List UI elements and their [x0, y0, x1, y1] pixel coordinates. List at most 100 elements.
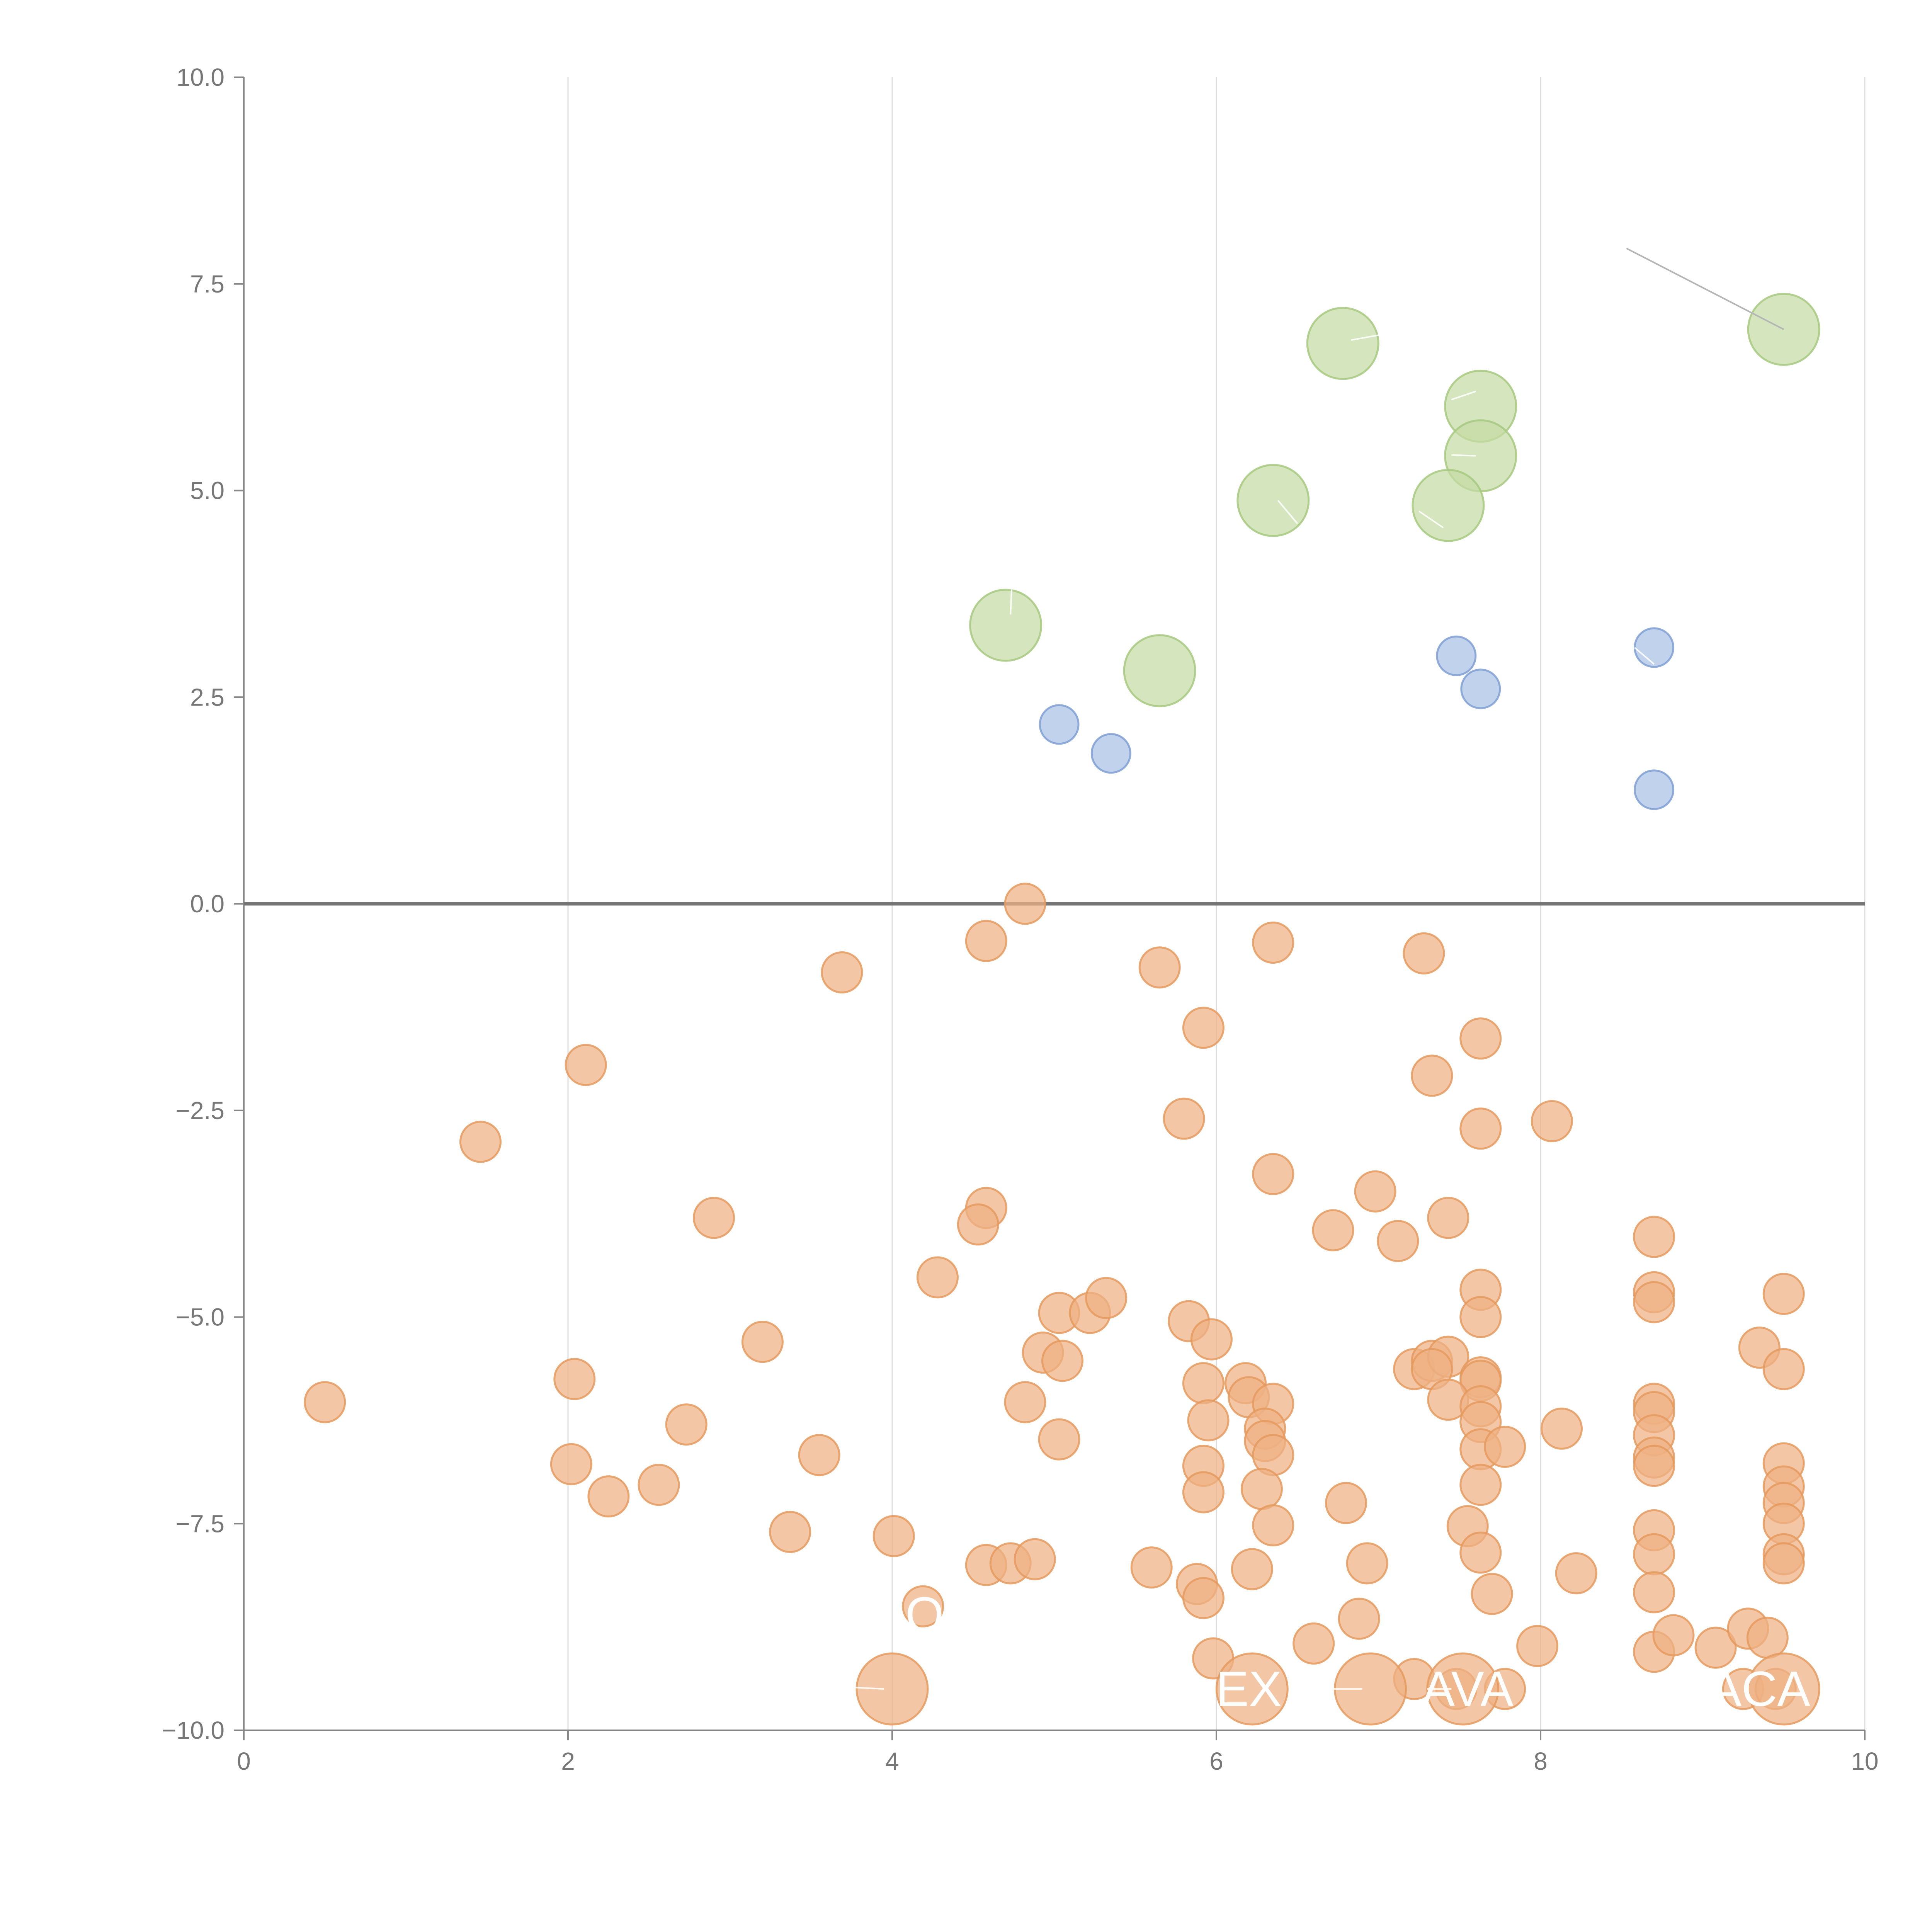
leader-line-1 [1350, 334, 1379, 341]
point-small-orange-47 [1004, 1381, 1046, 1423]
leader-line-7 [1634, 647, 1655, 665]
point-small-orange-102 [902, 1585, 944, 1628]
point-small-orange-4 [1252, 922, 1294, 964]
point-small-orange-61 [1541, 1407, 1583, 1450]
point-small-orange-44 [1762, 1348, 1805, 1390]
point-small-orange-91 [1231, 1548, 1273, 1590]
point-large-green-6 [1123, 634, 1196, 707]
point-small-orange-0 [1004, 883, 1046, 925]
leader-line-6 [1010, 577, 1013, 615]
point-small-orange-65 [665, 1403, 707, 1446]
leader-line-3 [1451, 454, 1476, 457]
point-label-3: ACA [1709, 1662, 1811, 1717]
point-small-orange-96 [1555, 1552, 1597, 1595]
point-small-orange-94 [1459, 1531, 1502, 1574]
x-tick-label-3: 6 [1209, 1747, 1223, 1775]
x-tick-label-1: 2 [561, 1747, 575, 1775]
point-small-orange-67 [1038, 1418, 1080, 1461]
point-large-orange-0 [855, 1652, 929, 1726]
point-small-orange-33 [1762, 1273, 1805, 1315]
point-small-orange-88 [1130, 1546, 1173, 1589]
data-points [304, 293, 1820, 1726]
point-small-orange-72 [1182, 1471, 1225, 1514]
tick-labels: 0 2 4 6 8 10 10.0 7.5 5.0 2.5 0.0 −2.5 −5.0 −7.5 −10.0 [162, 63, 1879, 1775]
leader-line-4 [1277, 500, 1298, 524]
point-large-orange-4 [1747, 1652, 1820, 1726]
x-tick-label-2: 4 [885, 1747, 899, 1775]
point-label-1: EX [1216, 1662, 1282, 1717]
point-small-orange-26 [1085, 1277, 1128, 1319]
y-tick-label-1: 7.5 [190, 270, 224, 298]
x-tick-label-0: 0 [237, 1747, 251, 1775]
point-small-orange-73 [1240, 1468, 1283, 1510]
point-small-orange-70 [638, 1464, 680, 1506]
x-tick-label-5: 10 [1851, 1747, 1878, 1775]
point-small-orange-23 [916, 1256, 959, 1299]
point-small-orange-48 [1182, 1362, 1225, 1405]
point-small-orange-7 [1459, 1017, 1502, 1060]
point-small-orange-114 [1746, 1616, 1789, 1659]
point-medium-blue-0 [1039, 704, 1080, 745]
point-small-orange-46 [553, 1358, 596, 1400]
point-small-orange-101 [1762, 1542, 1805, 1585]
point-medium-blue-4 [1634, 627, 1675, 668]
point-small-orange-30 [1459, 1296, 1502, 1338]
point-small-orange-84 [872, 1515, 915, 1557]
y-tick-label-5: −2.5 [176, 1097, 224, 1124]
leader-line-0 [1626, 247, 1784, 330]
point-small-orange-16 [693, 1197, 735, 1239]
point-small-orange-13 [1531, 1100, 1573, 1143]
point-large-orange-1 [1215, 1652, 1289, 1726]
leader-line-5 [1418, 510, 1444, 529]
point-medium-blue-5 [1634, 769, 1675, 810]
point-small-orange-20 [1377, 1220, 1419, 1262]
point-small-orange-99 [1633, 1571, 1675, 1614]
point-small-orange-9 [459, 1121, 502, 1163]
point-small-orange-28 [1190, 1318, 1233, 1361]
point-large-green-0 [1306, 307, 1379, 380]
leader-line-8 [852, 1686, 884, 1690]
point-small-orange-2 [821, 951, 863, 994]
point-small-orange-18 [957, 1203, 999, 1246]
point-small-orange-52 [1187, 1399, 1230, 1442]
point-small-orange-74 [1252, 1504, 1294, 1547]
point-small-orange-60 [1484, 1425, 1526, 1468]
point-small-orange-69 [587, 1475, 630, 1518]
point-small-orange-111 [1652, 1614, 1695, 1656]
point-large-green-3 [1236, 464, 1310, 537]
y-tick-label-7: −7.5 [176, 1510, 224, 1537]
point-small-orange-95 [1471, 1573, 1513, 1615]
point-small-orange-90 [1182, 1577, 1225, 1619]
point-small-orange-8 [565, 1044, 607, 1086]
point-small-orange-98 [1633, 1533, 1675, 1575]
point-small-orange-104 [1293, 1622, 1335, 1665]
point-small-orange-10 [1163, 1097, 1205, 1140]
y-tick-label-4: 0.0 [190, 890, 224, 918]
leader-lines [852, 247, 1784, 1690]
point-small-orange-76 [1459, 1464, 1502, 1506]
point-small-orange-11 [1411, 1054, 1453, 1097]
point-small-orange-45 [304, 1381, 346, 1423]
point-small-orange-1 [965, 920, 1007, 962]
point-medium-blue-2 [1436, 635, 1477, 676]
point-small-orange-83 [769, 1511, 811, 1553]
point-large-green-5 [969, 588, 1043, 662]
leader-line-2 [1451, 390, 1476, 401]
point-small-orange-109 [1516, 1625, 1559, 1667]
point-small-orange-22 [1633, 1216, 1675, 1258]
x-tick-label-4: 8 [1534, 1747, 1548, 1775]
point-small-orange-32 [1633, 1281, 1675, 1323]
point-small-orange-21 [1427, 1197, 1469, 1239]
point-small-orange-78 [1633, 1445, 1675, 1487]
point-small-orange-36 [1041, 1340, 1083, 1382]
y-tick-label-8: −10.0 [162, 1716, 224, 1744]
point-small-orange-3 [1138, 946, 1181, 989]
point-small-orange-19 [1312, 1209, 1354, 1252]
point-small-orange-14 [1252, 1153, 1294, 1195]
point-label-2: AVA [1422, 1662, 1514, 1717]
point-labels: O EX AVA ACA [905, 1587, 1810, 1717]
point-small-orange-66 [798, 1434, 840, 1476]
point-small-orange-15 [1354, 1170, 1396, 1213]
y-tick-label-6: −5.0 [176, 1303, 224, 1331]
